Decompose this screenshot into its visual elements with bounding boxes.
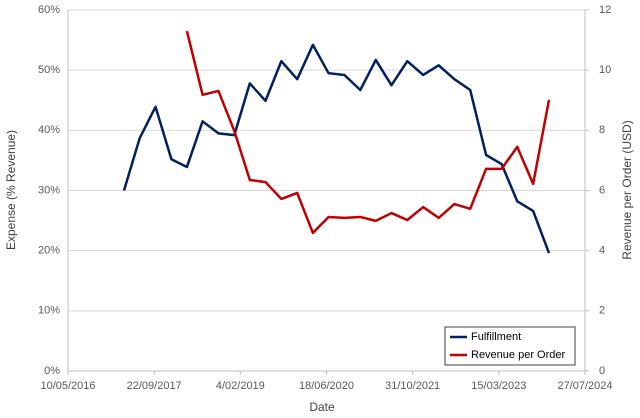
y2-tick-label: 12	[599, 4, 611, 16]
y-tick-label: 50%	[38, 64, 60, 76]
y2-tick-label: 8	[599, 124, 605, 136]
y-tick-label: 10%	[38, 305, 60, 317]
y2-tick-label: 10	[599, 64, 611, 76]
y-tick-label: 30%	[38, 184, 60, 196]
y-tick-label: 20%	[38, 245, 60, 257]
y2-tick-label: 6	[599, 184, 605, 196]
series-line	[122, 43, 551, 254]
series-line	[185, 30, 551, 235]
y-tick-label: 40%	[38, 124, 60, 136]
legend-label: Fulfillment	[471, 331, 521, 343]
y2-tick-label: 0	[599, 365, 605, 377]
x-tick-label: 15/03/2023	[471, 380, 526, 392]
x-tick-label: 10/05/2016	[40, 380, 95, 392]
y2-tick-label: 2	[599, 305, 605, 317]
y-tick-label: 60%	[38, 4, 60, 16]
x-tick-label: 31/10/2021	[385, 380, 440, 392]
y-axis-title: Expense (% Revenue)	[4, 130, 18, 250]
y2-tick-label: 4	[599, 245, 605, 257]
x-axis-title: Date	[309, 400, 335, 414]
y2-axis-title: Revenue per Order (USD)	[620, 120, 634, 259]
x-tick-label: 22/09/2017	[127, 380, 182, 392]
x-tick-label: 18/06/2020	[299, 380, 354, 392]
x-tick-label: 4/02/2019	[216, 380, 265, 392]
legend-box	[444, 326, 576, 366]
y-tick-label: 0%	[44, 365, 60, 377]
legend-label: Revenue per Order	[471, 349, 565, 361]
x-tick-label: 27/07/2024	[557, 380, 612, 392]
